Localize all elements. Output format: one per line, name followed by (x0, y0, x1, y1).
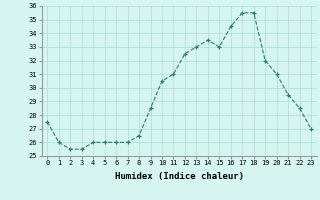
X-axis label: Humidex (Indice chaleur): Humidex (Indice chaleur) (115, 172, 244, 181)
